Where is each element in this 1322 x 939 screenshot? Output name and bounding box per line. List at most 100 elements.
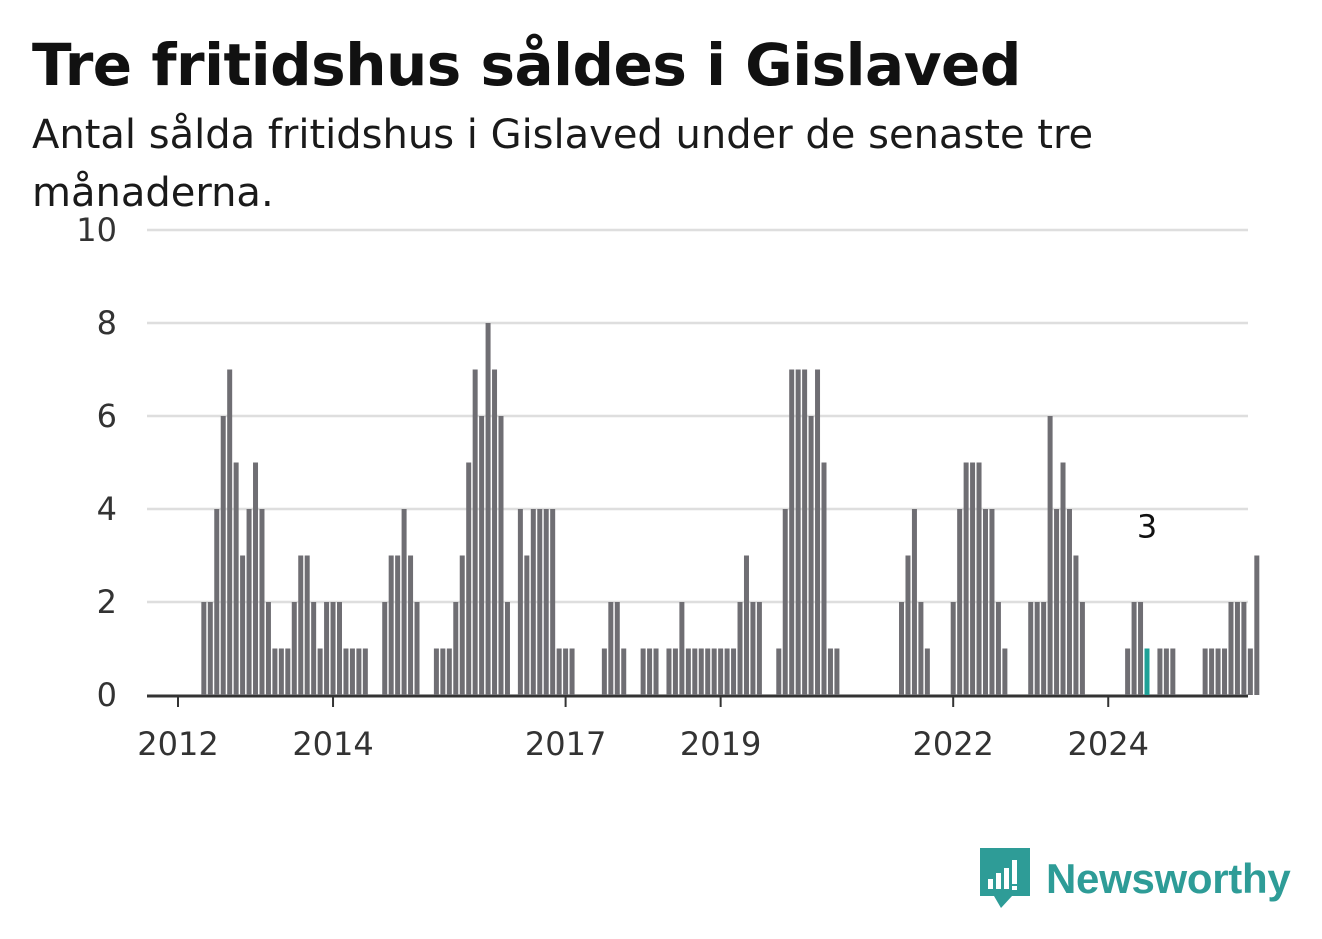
bar <box>278 648 284 695</box>
bar <box>731 648 737 695</box>
x-tick-label: 2024 <box>1068 725 1149 763</box>
bar <box>821 462 827 695</box>
bar <box>466 462 472 695</box>
bar <box>395 555 401 695</box>
bar <box>517 509 523 695</box>
bar <box>246 509 252 695</box>
bar <box>924 648 930 695</box>
bar <box>265 602 271 695</box>
bar <box>524 555 530 695</box>
bar <box>227 369 233 695</box>
brand-name: Newsworthy <box>1046 855 1291 902</box>
x-tick-label: 2019 <box>680 725 761 763</box>
bar <box>446 648 452 695</box>
bar <box>498 416 504 695</box>
bar <box>485 323 491 695</box>
bar <box>220 416 226 695</box>
bar <box>782 509 788 695</box>
bar <box>259 509 265 695</box>
bar <box>911 509 917 695</box>
bar <box>827 648 833 695</box>
bar <box>776 648 782 695</box>
bars <box>201 323 1260 695</box>
bar <box>311 602 317 695</box>
bar <box>272 648 278 695</box>
bar <box>253 462 259 695</box>
bar <box>692 648 698 695</box>
bar <box>1241 602 1247 695</box>
bar <box>1170 648 1176 695</box>
bar <box>304 555 310 695</box>
x-tick-label: 2014 <box>292 725 373 763</box>
bar <box>330 602 336 695</box>
bar <box>1073 555 1079 695</box>
bar <box>543 509 549 695</box>
bar <box>737 602 743 695</box>
bar <box>207 602 213 695</box>
bar <box>614 602 620 695</box>
bar <box>679 602 685 695</box>
bar <box>1079 602 1085 695</box>
axis-labels: 0 2 4 6 8 10 3 2012 2014 2017 2019 2022 2024 <box>76 211 1157 763</box>
bar <box>899 602 905 695</box>
bar <box>1254 555 1260 695</box>
bar <box>1157 648 1163 695</box>
bar <box>537 509 543 695</box>
bar <box>718 648 724 695</box>
bar <box>995 602 1001 695</box>
bar <box>957 509 963 695</box>
bar <box>963 462 969 695</box>
bar <box>647 648 653 695</box>
bar <box>343 648 349 695</box>
bar <box>608 602 614 695</box>
newsworthy-logo-icon <box>980 848 1030 908</box>
bar <box>1054 509 1060 695</box>
bar <box>550 509 556 695</box>
y-tick-label: 6 <box>97 397 117 435</box>
x-tick-label: 2017 <box>525 725 606 763</box>
bar <box>1234 602 1240 695</box>
bar <box>324 602 330 695</box>
bar <box>233 462 239 695</box>
bar <box>479 416 485 695</box>
bar <box>989 509 995 695</box>
bar <box>1041 602 1047 695</box>
bar <box>1222 648 1228 695</box>
bar <box>1209 648 1215 695</box>
bar <box>802 369 808 695</box>
bar <box>970 462 976 695</box>
bar <box>1215 648 1221 695</box>
bar-highlight <box>1144 648 1150 695</box>
bar <box>414 602 420 695</box>
bar <box>504 602 510 695</box>
y-tick-label: 10 <box>76 211 117 249</box>
bar <box>337 602 342 695</box>
bar <box>621 648 627 695</box>
bar <box>1202 648 1208 695</box>
bar <box>905 555 911 695</box>
bar <box>530 509 536 695</box>
bar <box>795 369 801 695</box>
bar <box>291 602 297 695</box>
bar <box>711 648 717 695</box>
bar <box>440 648 446 695</box>
bar <box>453 602 459 695</box>
bar <box>640 648 646 695</box>
bar <box>705 648 711 695</box>
page-subtitle: Antal sålda fritidshus i Gislaved under … <box>32 112 1094 216</box>
bar <box>1125 648 1131 695</box>
bar <box>382 602 388 695</box>
bar <box>569 648 575 695</box>
bar <box>685 648 691 695</box>
bar <box>1163 648 1169 695</box>
newsworthy-brand: Newsworthy <box>980 848 1291 910</box>
bar <box>1047 416 1053 695</box>
bar <box>918 602 924 695</box>
bar <box>750 602 756 695</box>
bar <box>1228 602 1234 695</box>
bar <box>214 509 220 695</box>
bar <box>1066 509 1072 695</box>
bar <box>459 555 465 695</box>
highlight-value-label: 3 <box>1137 508 1157 546</box>
